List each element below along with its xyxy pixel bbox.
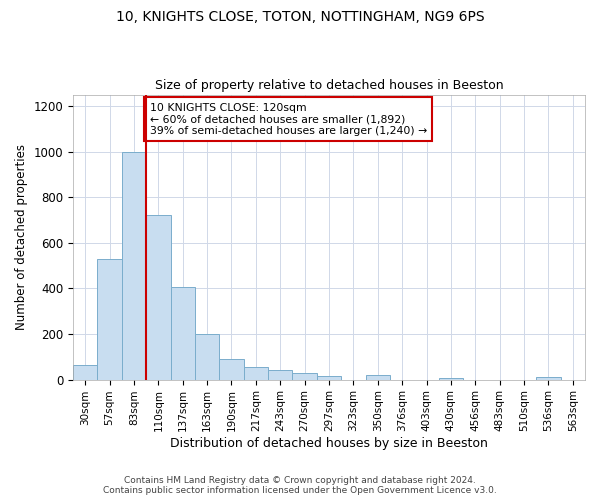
Y-axis label: Number of detached properties: Number of detached properties	[15, 144, 28, 330]
Title: Size of property relative to detached houses in Beeston: Size of property relative to detached ho…	[155, 79, 503, 92]
Bar	[195, 334, 220, 380]
Text: 10 KNIGHTS CLOSE: 120sqm
← 60% of detached houses are smaller (1,892)
39% of sem: 10 KNIGHTS CLOSE: 120sqm ← 60% of detach…	[150, 102, 427, 136]
Bar	[317, 376, 341, 380]
Bar	[97, 258, 122, 380]
Text: 10, KNIGHTS CLOSE, TOTON, NOTTINGHAM, NG9 6PS: 10, KNIGHTS CLOSE, TOTON, NOTTINGHAM, NG…	[116, 10, 484, 24]
Bar	[73, 365, 97, 380]
Bar	[170, 287, 195, 380]
Bar	[536, 378, 560, 380]
X-axis label: Distribution of detached houses by size in Beeston: Distribution of detached houses by size …	[170, 437, 488, 450]
Bar	[365, 376, 390, 380]
Text: Contains HM Land Registry data © Crown copyright and database right 2024.
Contai: Contains HM Land Registry data © Crown c…	[103, 476, 497, 495]
Bar	[268, 370, 292, 380]
Bar	[220, 359, 244, 380]
Bar	[122, 152, 146, 380]
Bar	[292, 373, 317, 380]
Bar	[244, 367, 268, 380]
Bar	[146, 216, 170, 380]
Bar	[439, 378, 463, 380]
